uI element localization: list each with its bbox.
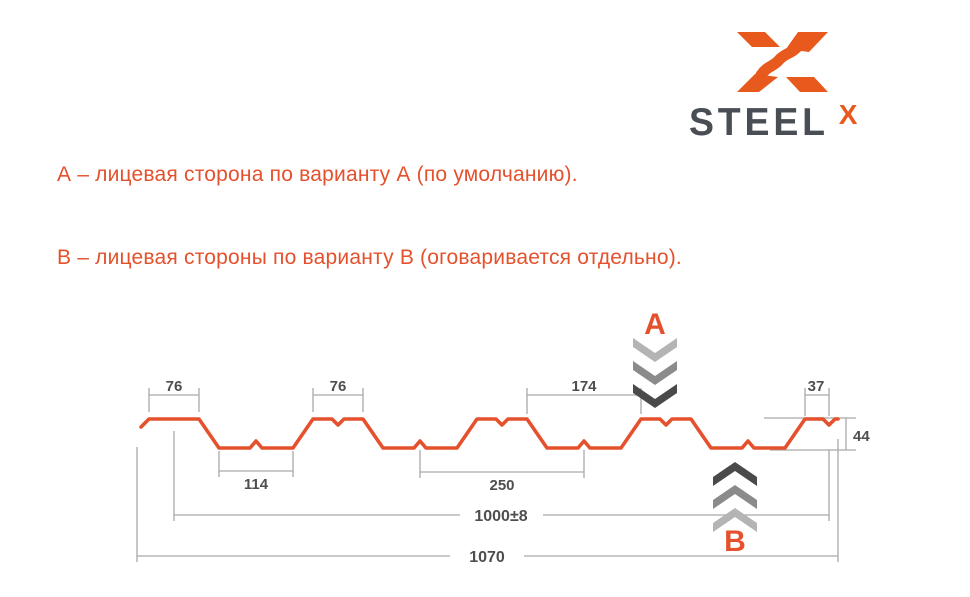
dim-flange2: 76 [312,378,364,412]
logo-s-ribbon [755,39,805,81]
logo-arm-top-left [737,32,780,47]
chevron-up-icon [713,485,757,509]
logo-arm-bottom-right [786,77,828,92]
dim-overall-width-lines [136,439,839,562]
dim-edge-flange: 37 [804,378,830,416]
dim-valley-opening: 174 [526,378,642,414]
dim-valley-floor-lines [218,451,294,477]
note-variant-b: В – лицевая стороны по варианту В (огова… [57,246,682,269]
dim-rib-pitch-lines [419,450,585,478]
marker-a-label: A [644,308,666,341]
steelx-wordmark: STEEL X [689,99,858,144]
dim-working-width: 1000±8 [173,431,830,525]
wordmark-sup-x: X [838,99,858,130]
dim-rib-pitch: 250 [419,450,585,494]
chevron-up-icon [713,508,757,532]
chevron-down-icon [633,361,677,385]
dim-overall-width-value: 1070 [469,549,505,566]
dim-flange1-value: 76 [166,378,183,395]
logo-arm-bottom-left [737,74,778,92]
profile-drawing: 76 76 174 37 114 250 1000± [136,308,870,566]
dim-profile-height-value: 44 [853,428,870,445]
dim-flange1-lines [148,388,200,412]
dim-working-width-lines [173,431,830,521]
marker-side-b: B [713,462,757,558]
dim-valley-floor: 114 [218,451,294,493]
dim-working-width-value: 1000±8 [474,508,527,525]
chevron-up-icon [713,462,757,486]
marker-side-a: A [633,308,677,408]
steelx-logo-icon [737,32,828,92]
dim-flange1: 76 [148,378,200,412]
note-variant-a: А – лицевая сторона по варианту А (по ум… [57,163,578,186]
dim-overall-width: 1070 [136,439,839,566]
dim-flange2-value: 76 [330,378,347,395]
dim-valley-floor-value: 114 [244,476,269,493]
dim-edge-flange-lines [804,388,830,416]
chevron-down-icon [633,384,677,408]
dim-valley-opening-value: 174 [571,378,597,395]
marker-b-label: B [724,525,746,558]
dim-flange2-lines [312,388,364,412]
dim-edge-flange-value: 37 [808,378,825,395]
dim-profile-height-lines [764,417,856,451]
wordmark-text: STEEL [689,101,829,144]
chevron-down-icon [633,338,677,362]
dim-profile-height: 44 [764,417,870,451]
dim-rib-pitch-value: 250 [489,477,514,494]
profile-outline [139,417,840,450]
